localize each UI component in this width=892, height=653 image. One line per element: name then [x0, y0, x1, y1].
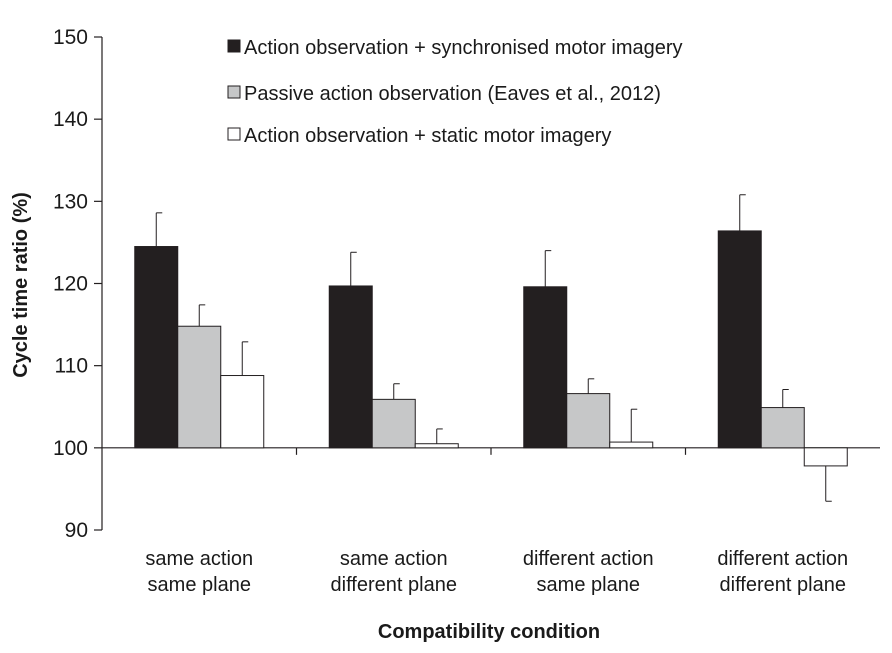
- legend-label-series-2: Passive action observation (Eaves et al.…: [244, 83, 661, 105]
- bar-series-2: [760, 407, 805, 449]
- y-tick-label: 90: [65, 519, 88, 542]
- y-tick-label: 100: [53, 437, 88, 460]
- y-tick-label: 110: [55, 355, 88, 378]
- y-tick-label: 140: [53, 108, 88, 131]
- category-label: different action: [523, 548, 654, 570]
- category-label: same action: [340, 548, 448, 570]
- y-tick-label: 120: [53, 273, 88, 296]
- category-label: same action: [145, 548, 253, 570]
- bar-series-3: [609, 441, 654, 449]
- category-label: different plane: [331, 574, 457, 596]
- bar-series-3: [220, 375, 265, 449]
- category-label: different action: [717, 548, 848, 570]
- y-tick-label: 150: [53, 26, 88, 49]
- legend-swatch-series-1: [227, 39, 241, 53]
- bar-series-3: [803, 447, 848, 467]
- legend-label-series-1: Action observation + synchronised motor …: [244, 37, 683, 59]
- y-tick-label: 130: [53, 190, 88, 213]
- legend-swatch-series-2: [227, 85, 241, 99]
- legend-swatch-series-3: [227, 127, 241, 141]
- category-label: same plane: [148, 574, 251, 596]
- bar-series-2: [177, 325, 222, 449]
- x-axis-title: Compatibility condition: [378, 621, 600, 643]
- category-label: same plane: [537, 574, 640, 596]
- bar-series-3: [414, 443, 459, 449]
- y-axis-title: Cycle time ratio (%): [10, 192, 32, 378]
- legend-label-series-3: Action observation + static motor imager…: [244, 125, 611, 147]
- plot-area: 90 100 110 120 130 140 150 same action same plan…: [53, 26, 880, 596]
- bar-series-2: [371, 398, 416, 449]
- bar-series-1: [328, 285, 373, 449]
- legend: Action observation + synchronised motor …: [227, 37, 683, 147]
- category-label: different plane: [720, 574, 846, 596]
- bar-series-1: [523, 286, 568, 449]
- bar-series-1: [134, 246, 179, 449]
- bar-series-2: [566, 393, 611, 449]
- bar-series-1: [717, 230, 762, 449]
